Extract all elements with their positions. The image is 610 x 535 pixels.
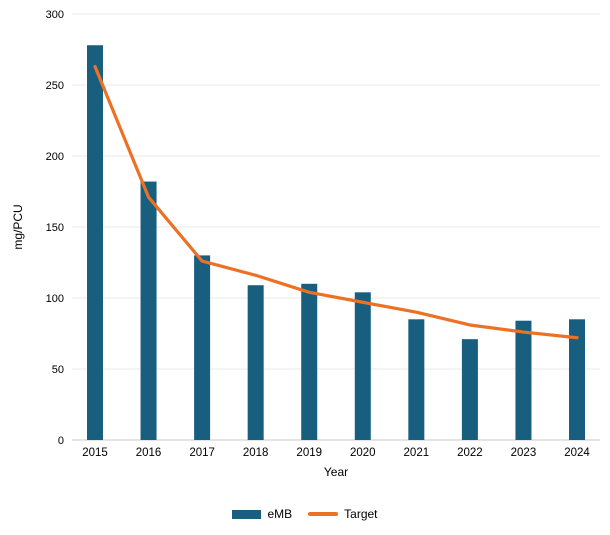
bar-2023 [515, 320, 532, 440]
x-tick-label-2022: 2022 [457, 447, 483, 459]
x-tick-label-2024: 2024 [564, 447, 590, 459]
x-tick-label-2018: 2018 [243, 447, 269, 459]
bar-2015 [87, 45, 103, 441]
bar-2016 [140, 181, 157, 440]
bars-emb-series [87, 45, 585, 441]
x-axis-title: Year [324, 465, 348, 479]
legend-item-emb: eMB [232, 507, 292, 521]
bar-2017 [194, 255, 211, 440]
legend-label-target: Target [344, 507, 378, 521]
x-tick-label-2020: 2020 [350, 447, 376, 459]
y-tick-label-200: 200 [46, 151, 64, 163]
y-tick-label-100: 100 [46, 293, 64, 305]
y-tick-label-300: 300 [46, 9, 64, 21]
x-tick-label-2023: 2023 [511, 447, 537, 459]
x-tick-label-2015: 2015 [82, 447, 108, 459]
bar-2021 [408, 319, 425, 440]
y-tick-label-150: 150 [46, 222, 64, 234]
chart-legend: eMB Target [0, 507, 610, 521]
x-tick-label-2017: 2017 [189, 447, 215, 459]
legend-swatch-emb-rect [232, 509, 262, 519]
y-tick-label-0: 0 [58, 435, 64, 447]
x-axis-tick-labels: 2015 2016 2017 2018 2019 2020 2021 2022 2023 2024 [82, 447, 590, 459]
legend-label-emb: eMB [267, 507, 293, 521]
bar-2019 [301, 283, 318, 440]
bar-2024 [569, 319, 585, 440]
bar-2022 [461, 339, 478, 440]
y-axis-title: mg/PCU [11, 204, 25, 249]
bar-2018 [247, 285, 264, 440]
legend-item-target: Target [308, 507, 378, 521]
x-tick-label-2021: 2021 [404, 447, 430, 459]
target-line-series [93, 64, 579, 340]
legend-swatch-target-line [308, 512, 339, 516]
y-tick-label-250: 250 [46, 80, 64, 92]
x-tick-label-2016: 2016 [136, 447, 162, 459]
y-axis-tick-labels: 0 50 100 150 200 250 300 [46, 9, 64, 447]
bar-2020 [354, 292, 371, 440]
x-tick-label-2019: 2019 [296, 447, 322, 459]
y-tick-label-50: 50 [52, 364, 64, 376]
target-line [93, 64, 579, 340]
